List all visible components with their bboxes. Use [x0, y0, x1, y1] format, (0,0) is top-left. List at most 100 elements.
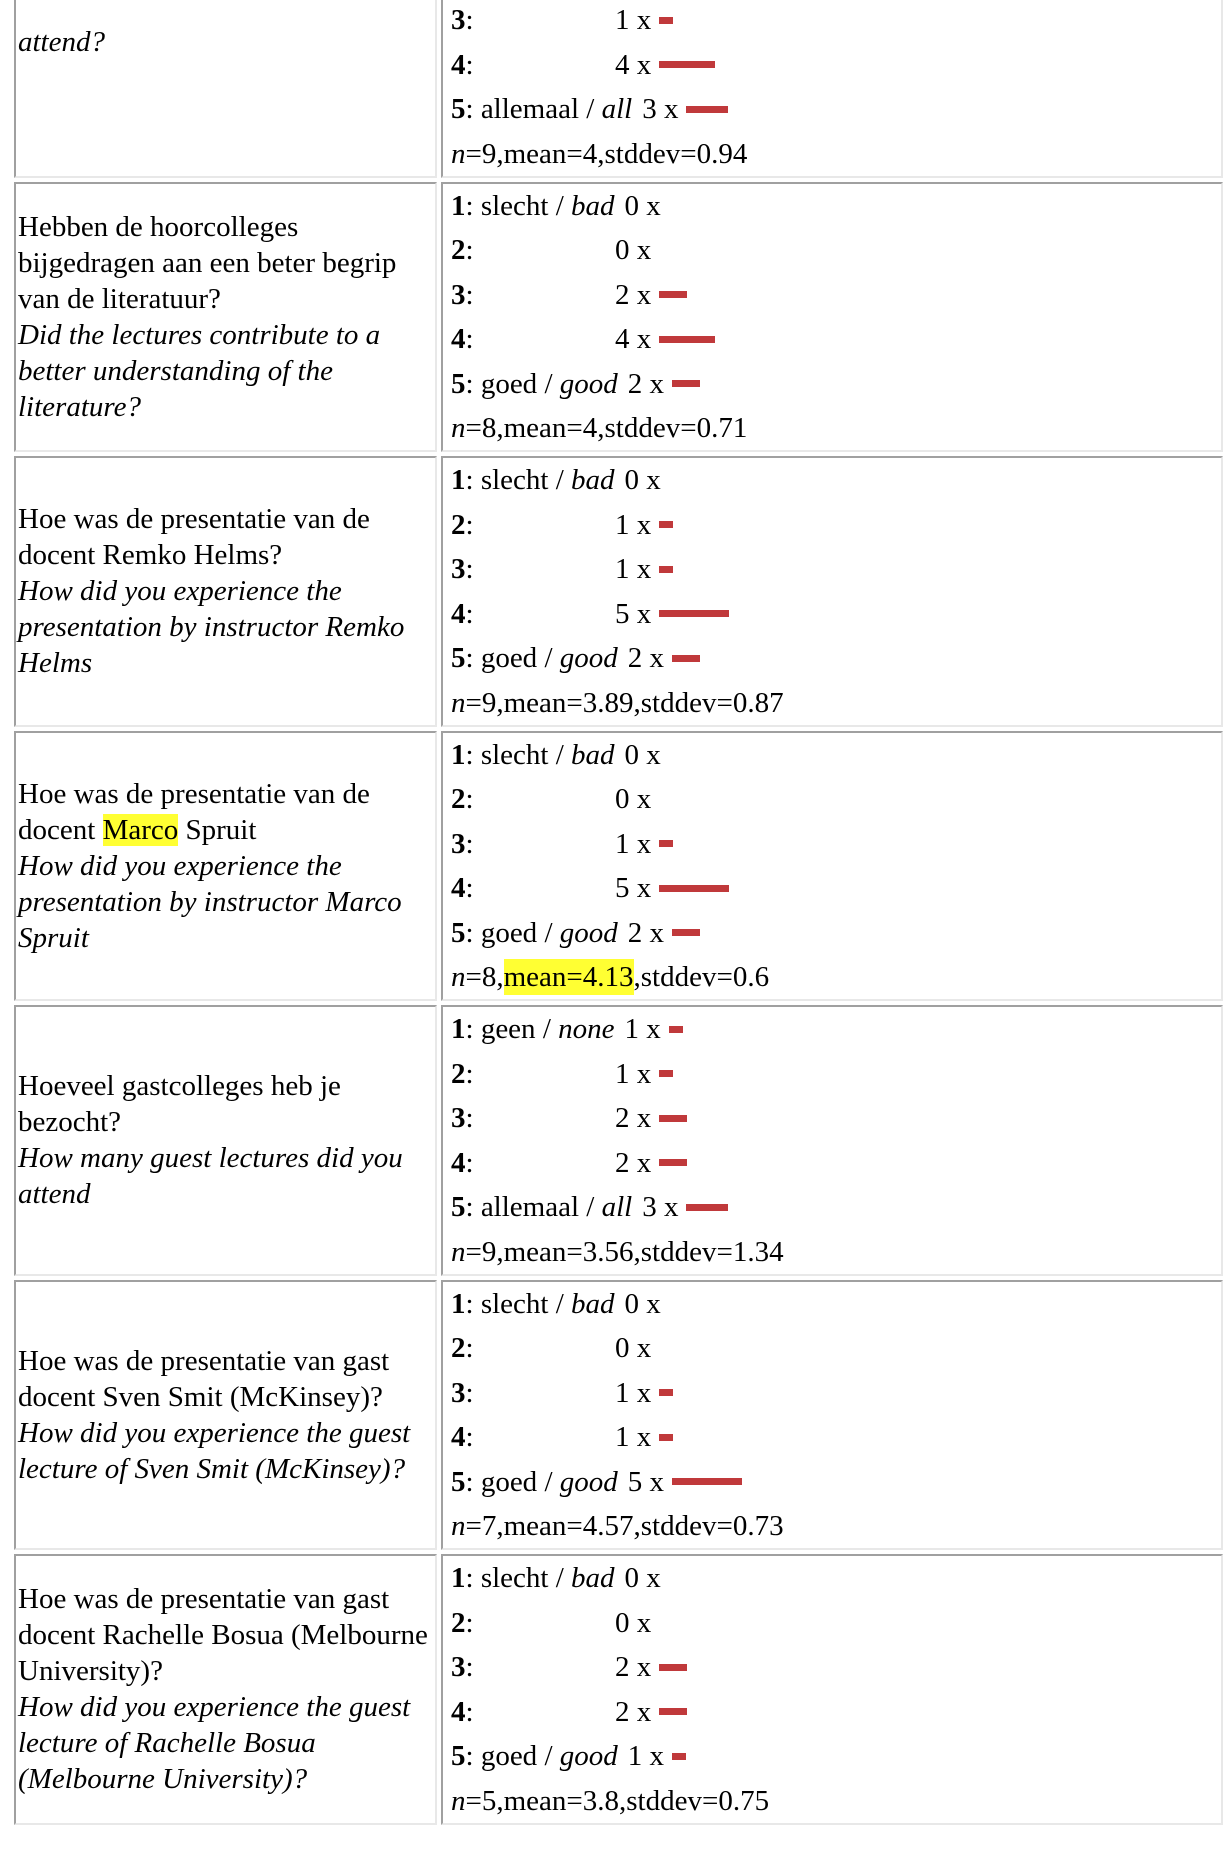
answer-row: 4: 2 x: [451, 1690, 1219, 1735]
answer-label-en: bad: [571, 464, 615, 497]
question-text-nl: Hoe was de presentatie van gast docent S…: [18, 1344, 390, 1413]
answer-row: 5: goed / good 2 x: [451, 911, 1219, 956]
answer-count: 2 x: [627, 367, 664, 400]
question-text-nl: Hoe was de presentatie van de docent Rem…: [18, 503, 370, 572]
answer-row: 5: goed / good 5 x: [451, 1460, 1219, 1505]
n-label: n: [451, 961, 466, 993]
answer-number: 5: [451, 1465, 466, 1498]
question-cell: Hoeveel gastcolleges heb je bezocht? How …: [14, 1005, 437, 1276]
answer-count: 0 x: [624, 1562, 661, 1595]
question-text-en: Did the lectures contribute to a better …: [18, 318, 381, 423]
answer-count: 2 x: [615, 278, 652, 311]
question-text-nl: Hoe was de presentatie van gast docent R…: [18, 1583, 428, 1688]
answer-count: 5 x: [615, 872, 652, 905]
answer-row: 1: slecht / bad 0 x: [451, 1556, 1219, 1601]
question-row: Hoe was de presentatie van gast docent R…: [14, 1554, 1223, 1825]
answer-count: 4 x: [615, 323, 652, 356]
answer-number: 5: [451, 1191, 466, 1224]
answer-count: 2 x: [615, 1146, 652, 1179]
answer-label-en: good: [559, 1465, 618, 1498]
answer-row: 3: 2 x: [451, 1096, 1219, 1141]
question-nl-part: Hoe was de presentatie van de docent: [18, 777, 370, 846]
answer-row: 2: 0 x: [451, 777, 1219, 822]
highlighted-word: Marco: [102, 813, 179, 846]
count-bar: [672, 929, 700, 937]
question-row: Hoeveel gastcolleges heb je bezocht? How …: [14, 1005, 1223, 1276]
answer-row: 3: 1 x: [451, 822, 1219, 867]
answer-label: 4:: [451, 597, 474, 630]
answer-count: 1 x: [615, 1376, 652, 1409]
answer-count: 3 x: [642, 93, 679, 126]
answer-number: 2: [451, 783, 466, 816]
answer-label-nl: geen: [480, 1013, 536, 1046]
answer-label: 4:: [451, 1146, 474, 1179]
mean-value: mean=3.89: [503, 686, 634, 719]
stddev-value: stddev=0.87: [640, 686, 784, 719]
n-label: n: [451, 1784, 466, 1817]
answer-label: 3:: [451, 1102, 474, 1135]
answer-count: 1 x: [624, 1013, 661, 1046]
answer-row: 4: 4 x: [451, 317, 1219, 362]
answer-row: 1: slecht / bad 0 x: [451, 1282, 1219, 1327]
question-text-en: How did you experience the presentation …: [18, 575, 405, 680]
answer-row: 5: goed / good 2 x: [451, 636, 1219, 681]
answer-label-en: good: [559, 916, 618, 949]
answer-number: 1: [451, 1287, 466, 1320]
n-value: 9: [481, 686, 497, 719]
answer-count: 0 x: [624, 189, 661, 222]
answer-count: 0 x: [624, 738, 661, 771]
mean-value: mean=4.13: [503, 959, 634, 995]
n-label: n: [451, 686, 466, 719]
count-bar: [659, 840, 674, 848]
stddev-value: stddev=0.94: [604, 137, 748, 170]
answer-label: 3:: [451, 827, 474, 860]
n-value: 8: [481, 412, 497, 444]
answer-row: 2: 0 x: [451, 1601, 1219, 1646]
answer-count: 1 x: [615, 1057, 652, 1090]
count-bar: [659, 1708, 688, 1716]
answer-number: 4: [451, 1421, 466, 1454]
count-bar: [659, 1159, 688, 1167]
stats-line: n = 9, mean=3.56, stddev=1.34: [451, 1235, 784, 1268]
question-row: Hoe was de presentatie van de docent Mar…: [14, 730, 1223, 1001]
count-bar: [659, 291, 688, 299]
answer-label-en: bad: [571, 1562, 615, 1595]
count-bar: [659, 610, 730, 618]
answer-label: 3:: [451, 1651, 474, 1684]
answer-number: 3: [451, 827, 466, 860]
answer-number: 2: [451, 234, 466, 267]
question-cell: Hebben de hoorcolleges bijgedragen aan e…: [14, 181, 437, 452]
question-cell: attend?: [14, 0, 437, 178]
stddev-value: stddev=1.34: [640, 1235, 784, 1268]
answer-label-en: bad: [571, 738, 615, 771]
answer-label: 2:: [451, 508, 474, 541]
answer-row: 5: allemaal / all 3 x: [451, 1185, 1219, 1230]
mean-value: mean=4: [503, 412, 598, 444]
count-bar: [659, 1114, 688, 1122]
answer-row: 3: 2 x: [451, 1645, 1219, 1690]
answer-label-en: bad: [571, 189, 615, 222]
count-bar: [668, 1025, 683, 1033]
answer-number: 4: [451, 48, 466, 81]
stddev-value: stddev=0.6: [640, 961, 770, 993]
count-bar: [659, 521, 674, 529]
answer-number: 2: [451, 508, 466, 541]
answer-row: 4: 5 x: [451, 866, 1219, 911]
stats-line: n = 8, mean=4.13, stddev=0.6: [451, 959, 770, 995]
answer-number: 2: [451, 1057, 466, 1090]
question-row: Hoe was de presentatie van gast docent S…: [14, 1279, 1223, 1550]
count-bar: [659, 61, 716, 69]
count-bar: [659, 1663, 688, 1671]
count-bar: [659, 884, 730, 892]
answer-label: 1: slecht / bad: [451, 738, 615, 771]
survey-results-table: attend? 3: 1 x 4: 4 x 5: allemaal / all 3 x n = 9…: [10, 0, 1227, 1829]
answer-label: 5: goed / good: [451, 1740, 618, 1773]
n-value: 9: [481, 1235, 497, 1268]
answers-cell: 1: slecht / bad 0 x 2: 0 x 3: 2 x 4: 2 x 5: goed…: [441, 1554, 1223, 1825]
n-value: 7: [481, 1510, 497, 1542]
count-bar: [672, 1752, 686, 1760]
answer-count: 0 x: [624, 464, 661, 497]
answer-row: 4: 5 x: [451, 592, 1219, 637]
answer-number: 4: [451, 1146, 466, 1179]
survey-body: attend? 3: 1 x 4: 4 x 5: allemaal / all 3 x n = 9…: [14, 0, 1223, 1825]
